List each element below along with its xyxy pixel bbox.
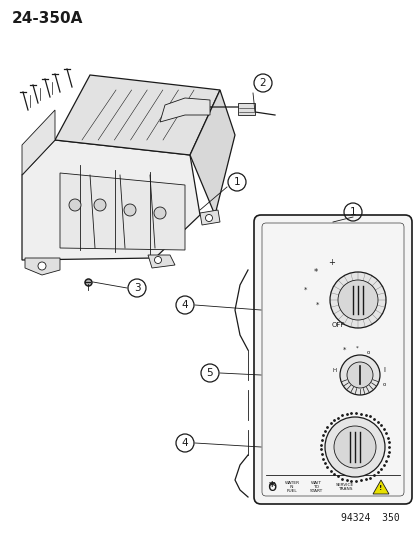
Text: o: o: [381, 383, 385, 387]
Text: 4: 4: [181, 300, 188, 310]
Circle shape: [154, 256, 161, 263]
Polygon shape: [199, 210, 219, 225]
Circle shape: [205, 214, 212, 222]
Circle shape: [94, 199, 106, 211]
Polygon shape: [190, 90, 235, 215]
Text: 5: 5: [206, 368, 213, 378]
Circle shape: [346, 362, 372, 388]
Circle shape: [339, 355, 379, 395]
Text: 1: 1: [233, 177, 240, 187]
Polygon shape: [55, 75, 219, 155]
Text: OFF: OFF: [330, 322, 344, 328]
Polygon shape: [22, 110, 55, 175]
Text: +: +: [328, 257, 335, 266]
Text: 3: 3: [133, 283, 140, 293]
Text: WAIT
TO
START: WAIT TO START: [309, 481, 322, 494]
Circle shape: [324, 417, 384, 477]
Circle shape: [69, 199, 81, 211]
Text: *: *: [304, 287, 307, 293]
Circle shape: [337, 280, 377, 320]
Text: o: o: [366, 350, 369, 354]
Text: 24-350A: 24-350A: [12, 11, 83, 26]
Circle shape: [154, 207, 166, 219]
Polygon shape: [372, 480, 388, 494]
FancyBboxPatch shape: [254, 215, 411, 504]
Text: SERVICE
TRANS: SERVICE TRANS: [335, 483, 353, 491]
Circle shape: [333, 426, 375, 468]
Text: *: *: [355, 345, 358, 351]
Text: *: *: [268, 481, 275, 494]
Text: 4: 4: [181, 438, 188, 448]
Polygon shape: [25, 258, 60, 275]
Circle shape: [329, 272, 385, 328]
Polygon shape: [159, 98, 209, 122]
Circle shape: [124, 204, 136, 216]
Polygon shape: [147, 255, 175, 268]
Text: *: *: [313, 268, 317, 277]
Circle shape: [38, 262, 46, 270]
Text: !: !: [378, 485, 382, 491]
Text: *: *: [342, 347, 346, 353]
Text: *: *: [316, 302, 319, 308]
Polygon shape: [60, 173, 185, 250]
Text: WATER
IN
FUEL: WATER IN FUEL: [284, 481, 299, 494]
Text: 94324  350: 94324 350: [340, 513, 399, 523]
Text: l: l: [382, 367, 384, 373]
Text: H: H: [332, 367, 336, 373]
Text: o: o: [267, 480, 276, 495]
Text: 1: 1: [349, 207, 356, 217]
Text: 2: 2: [259, 78, 266, 88]
Polygon shape: [237, 103, 254, 115]
Polygon shape: [22, 140, 199, 260]
